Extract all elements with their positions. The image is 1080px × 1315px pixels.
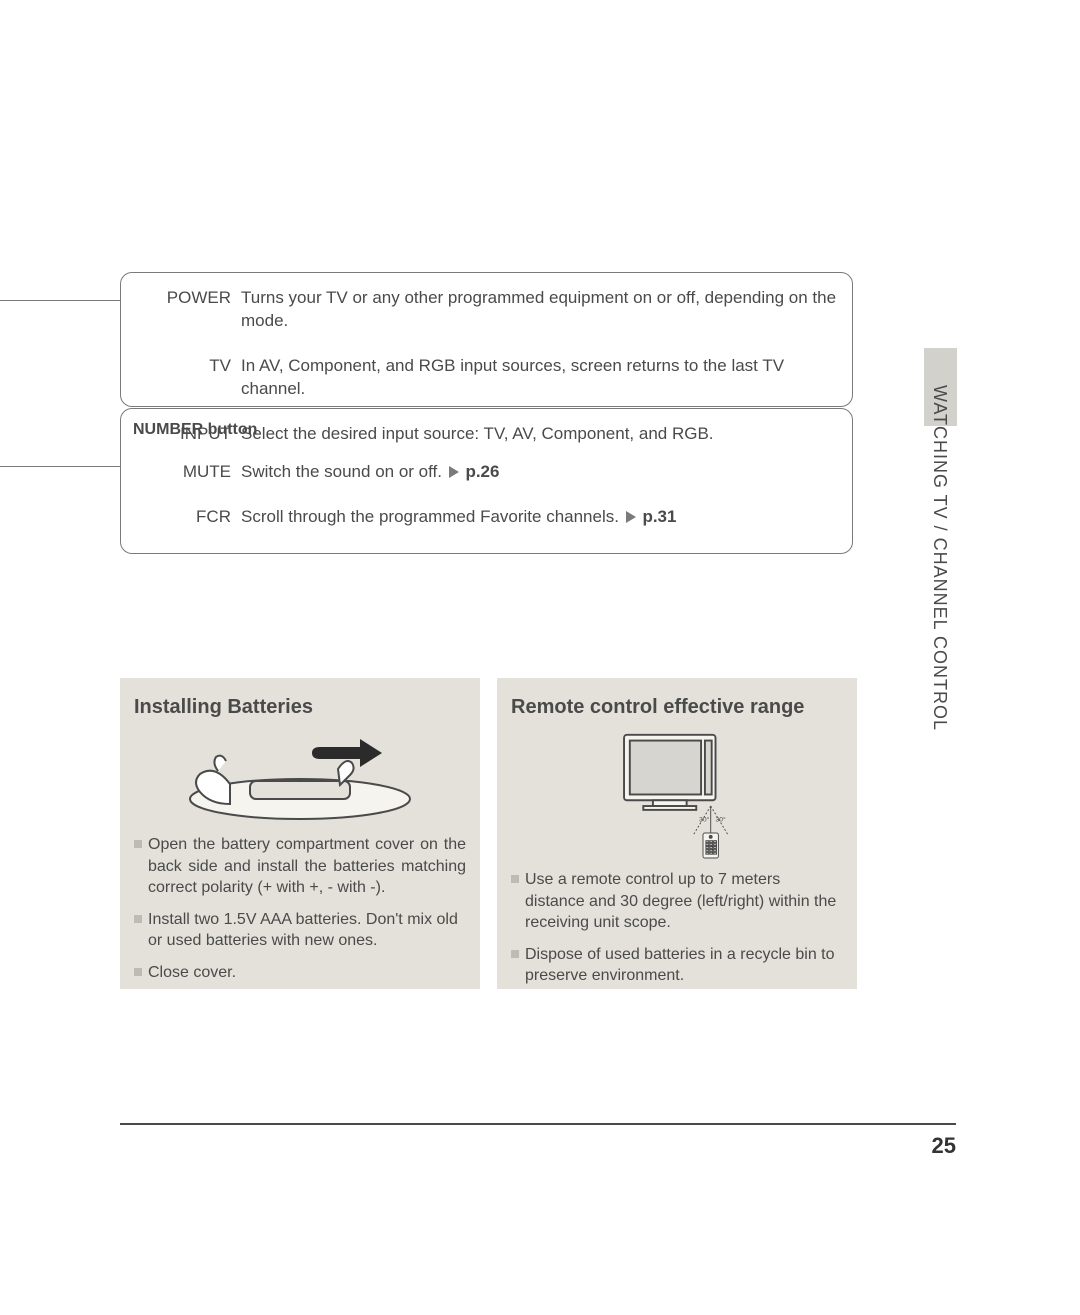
bullet-item: Close cover. (134, 962, 466, 984)
square-bullet-icon (511, 950, 519, 958)
tv-range-illustration: 30° 30° (511, 729, 843, 859)
desc-key: MUTE (121, 461, 231, 484)
desc-val: Turns your TV or any other programmed eq… (241, 287, 852, 333)
triangle-icon (626, 511, 636, 523)
desc-text: Switch the sound on or off. (241, 462, 442, 481)
connector-line-2 (0, 466, 120, 467)
square-bullet-icon (134, 968, 142, 976)
panel-remote-range: Remote control effective range 30° 30° (497, 678, 857, 989)
desc-row: MUTE Switch the sound on or off. p.26 (121, 461, 852, 484)
desc-val: Scroll through the programmed Favorite c… (241, 506, 852, 529)
bullet-text: Dispose of used batteries in a recycle b… (525, 944, 843, 987)
desc-row: FCR Scroll through the programmed Favori… (121, 506, 852, 529)
number-button-label: NUMBER button (133, 421, 852, 439)
desc-row: POWER Turns your TV or any other program… (121, 287, 852, 333)
desc-key: POWER (121, 287, 231, 333)
panel-installing-batteries: Installing Batteries (120, 678, 480, 989)
description-box-1: POWER Turns your TV or any other program… (120, 272, 853, 407)
page-ref: p.31 (642, 507, 676, 526)
connector-line-1 (0, 300, 120, 301)
battery-illustration (134, 729, 466, 824)
desc-row: TV In AV, Component, and RGB input sourc… (121, 355, 852, 401)
description-box-2: NUMBER button MUTE Switch the sound on o… (120, 408, 853, 554)
side-section-label: WATCHING TV / CHANNEL CONTROL (929, 385, 950, 731)
triangle-icon (449, 466, 459, 478)
angle-right: 30° (716, 815, 726, 823)
footer-rule (120, 1123, 956, 1125)
page-number: 25 (932, 1133, 956, 1159)
desc-val: Switch the sound on or off. p.26 (241, 461, 852, 484)
square-bullet-icon (134, 915, 142, 923)
bullet-text: Close cover. (148, 962, 236, 984)
bullet-text: Open the battery compartment cover on th… (148, 834, 466, 899)
desc-text: Scroll through the programmed Favorite c… (241, 507, 619, 526)
square-bullet-icon (134, 840, 142, 848)
bullet-item: Dispose of used batteries in a recycle b… (511, 944, 843, 987)
bullet-item: Install two 1.5V AAA batteries. Don't mi… (134, 909, 466, 952)
desc-key: TV (121, 355, 231, 401)
square-bullet-icon (511, 875, 519, 883)
desc-val: In AV, Component, and RGB input sources,… (241, 355, 852, 401)
panel-title: Installing Batteries (134, 696, 466, 719)
bullet-text: Install two 1.5V AAA batteries. Don't mi… (148, 909, 466, 952)
page-ref: p.26 (465, 462, 499, 481)
bullet-item: Use a remote control up to 7 meters dist… (511, 869, 843, 934)
bullet-item: Open the battery compartment cover on th… (134, 834, 466, 899)
bullet-text: Use a remote control up to 7 meters dist… (525, 869, 843, 934)
panel-title: Remote control effective range (511, 696, 843, 719)
desc-key: FCR (121, 506, 231, 529)
angle-left: 30° (699, 815, 709, 823)
